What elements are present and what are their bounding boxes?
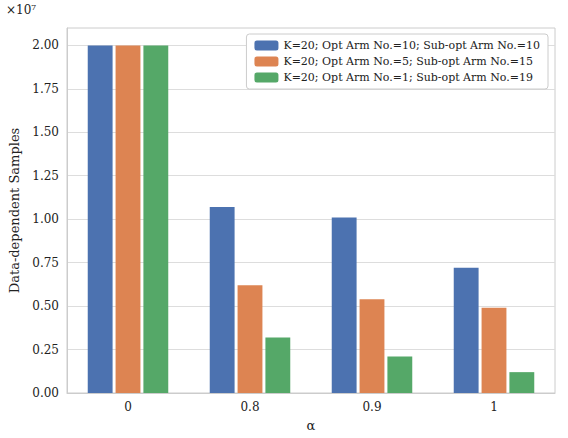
svg-text:2.00: 2.00 — [32, 38, 59, 52]
svg-text:1.75: 1.75 — [32, 82, 59, 96]
svg-text:α: α — [307, 418, 316, 433]
svg-text:K=20; Opt Arm No.=10; Sub-opt: K=20; Opt Arm No.=10; Sub-opt Arm No.=10 — [283, 39, 540, 52]
svg-text:0.00: 0.00 — [32, 386, 59, 400]
svg-text:0.25: 0.25 — [32, 343, 59, 357]
svg-text:×10⁷: ×10⁷ — [6, 3, 36, 17]
svg-text:0.75: 0.75 — [32, 256, 59, 270]
svg-text:0.50: 0.50 — [32, 299, 59, 313]
svg-text:0: 0 — [124, 400, 132, 414]
svg-text:1.25: 1.25 — [32, 169, 59, 183]
svg-text:1.00: 1.00 — [32, 212, 59, 226]
svg-text:1.50: 1.50 — [32, 125, 59, 139]
svg-text:Data-dependent Samples: Data-dependent Samples — [7, 128, 22, 294]
svg-text:0.8: 0.8 — [240, 400, 259, 414]
svg-text:0.9: 0.9 — [362, 400, 381, 414]
svg-text:K=20; Opt Arm No.=5; Sub-opt A: K=20; Opt Arm No.=5; Sub-opt Arm No.=15 — [283, 55, 533, 68]
svg-text:K=20; Opt Arm No.=1; Sub-opt A: K=20; Opt Arm No.=1; Sub-opt Arm No.=19 — [283, 71, 533, 84]
svg-text:1: 1 — [490, 400, 498, 414]
